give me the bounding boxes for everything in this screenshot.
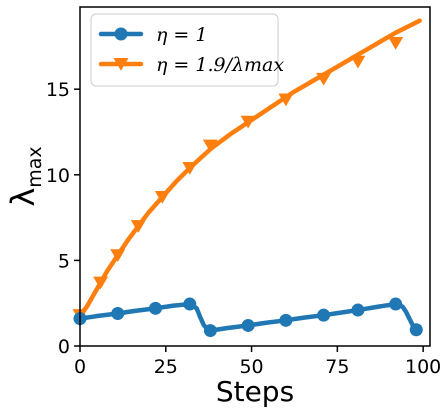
series-eta-1-point (111, 306, 125, 320)
series-eta-1 (73, 297, 423, 338)
series-eta-scaled-point (240, 115, 256, 129)
series-eta-1-point (279, 313, 293, 327)
y-tick-label: 5 (58, 250, 70, 272)
series-eta-scaled-line (77, 18, 422, 318)
series-eta-scaled-point (350, 55, 366, 69)
plot-marks (72, 18, 423, 338)
series-eta-scaled-point (110, 249, 126, 263)
series-eta-scaled-point (278, 93, 294, 107)
series-eta-scaled-point (202, 139, 218, 153)
series-eta-1-point (317, 308, 331, 322)
x-tick-label: 100 (405, 356, 441, 378)
series-eta-1-point (203, 324, 217, 338)
legend-label: η = 1 (156, 24, 207, 46)
series-eta-1-point (241, 318, 255, 332)
y-axis-ticks: 0 5 10 15 (46, 79, 80, 358)
series-eta-scaled-point (130, 220, 146, 233)
series-eta-scaled-point (182, 161, 198, 175)
series-eta-scaled (72, 18, 422, 322)
series-eta-scaled-point (154, 191, 170, 204)
y-tick-label: 15 (46, 79, 70, 101)
y-axis-label-symbol: λ (4, 188, 42, 207)
y-tick-label: 10 (46, 165, 70, 187)
series-eta-scaled-point (93, 276, 109, 290)
x-axis-label: Steps (216, 375, 294, 408)
legend: η = 1 η = 1.9/λmax (90, 13, 284, 87)
legend-item: η = 1.9/λmax (98, 54, 284, 76)
legend-triangle-marker (113, 58, 129, 71)
y-tick-label: 0 (58, 336, 70, 358)
x-tick-label: 50 (239, 356, 263, 378)
series-eta-scaled-point (388, 36, 404, 50)
x-tick-label: 0 (74, 356, 86, 378)
y-axis-label-subscript: max (24, 146, 46, 187)
series-eta-1-point (409, 323, 423, 337)
plot-frame (79, 6, 431, 347)
x-tick-label: 75 (325, 356, 349, 378)
legend-label: η = 1.9/λmax (156, 54, 284, 76)
series-eta-1-point (148, 301, 162, 315)
legend-circle-marker (114, 27, 128, 41)
legend-item: η = 1 (98, 24, 207, 46)
x-tick-label: 25 (154, 356, 178, 378)
series-eta-1-point (351, 303, 365, 317)
series-eta-scaled-point (316, 72, 332, 86)
y-axis-label: λmax (4, 146, 46, 206)
x-axis-ticks: 0 25 50 75 100 (74, 346, 441, 378)
series-eta-1-point (183, 297, 197, 311)
series-eta-1-point (389, 297, 403, 311)
